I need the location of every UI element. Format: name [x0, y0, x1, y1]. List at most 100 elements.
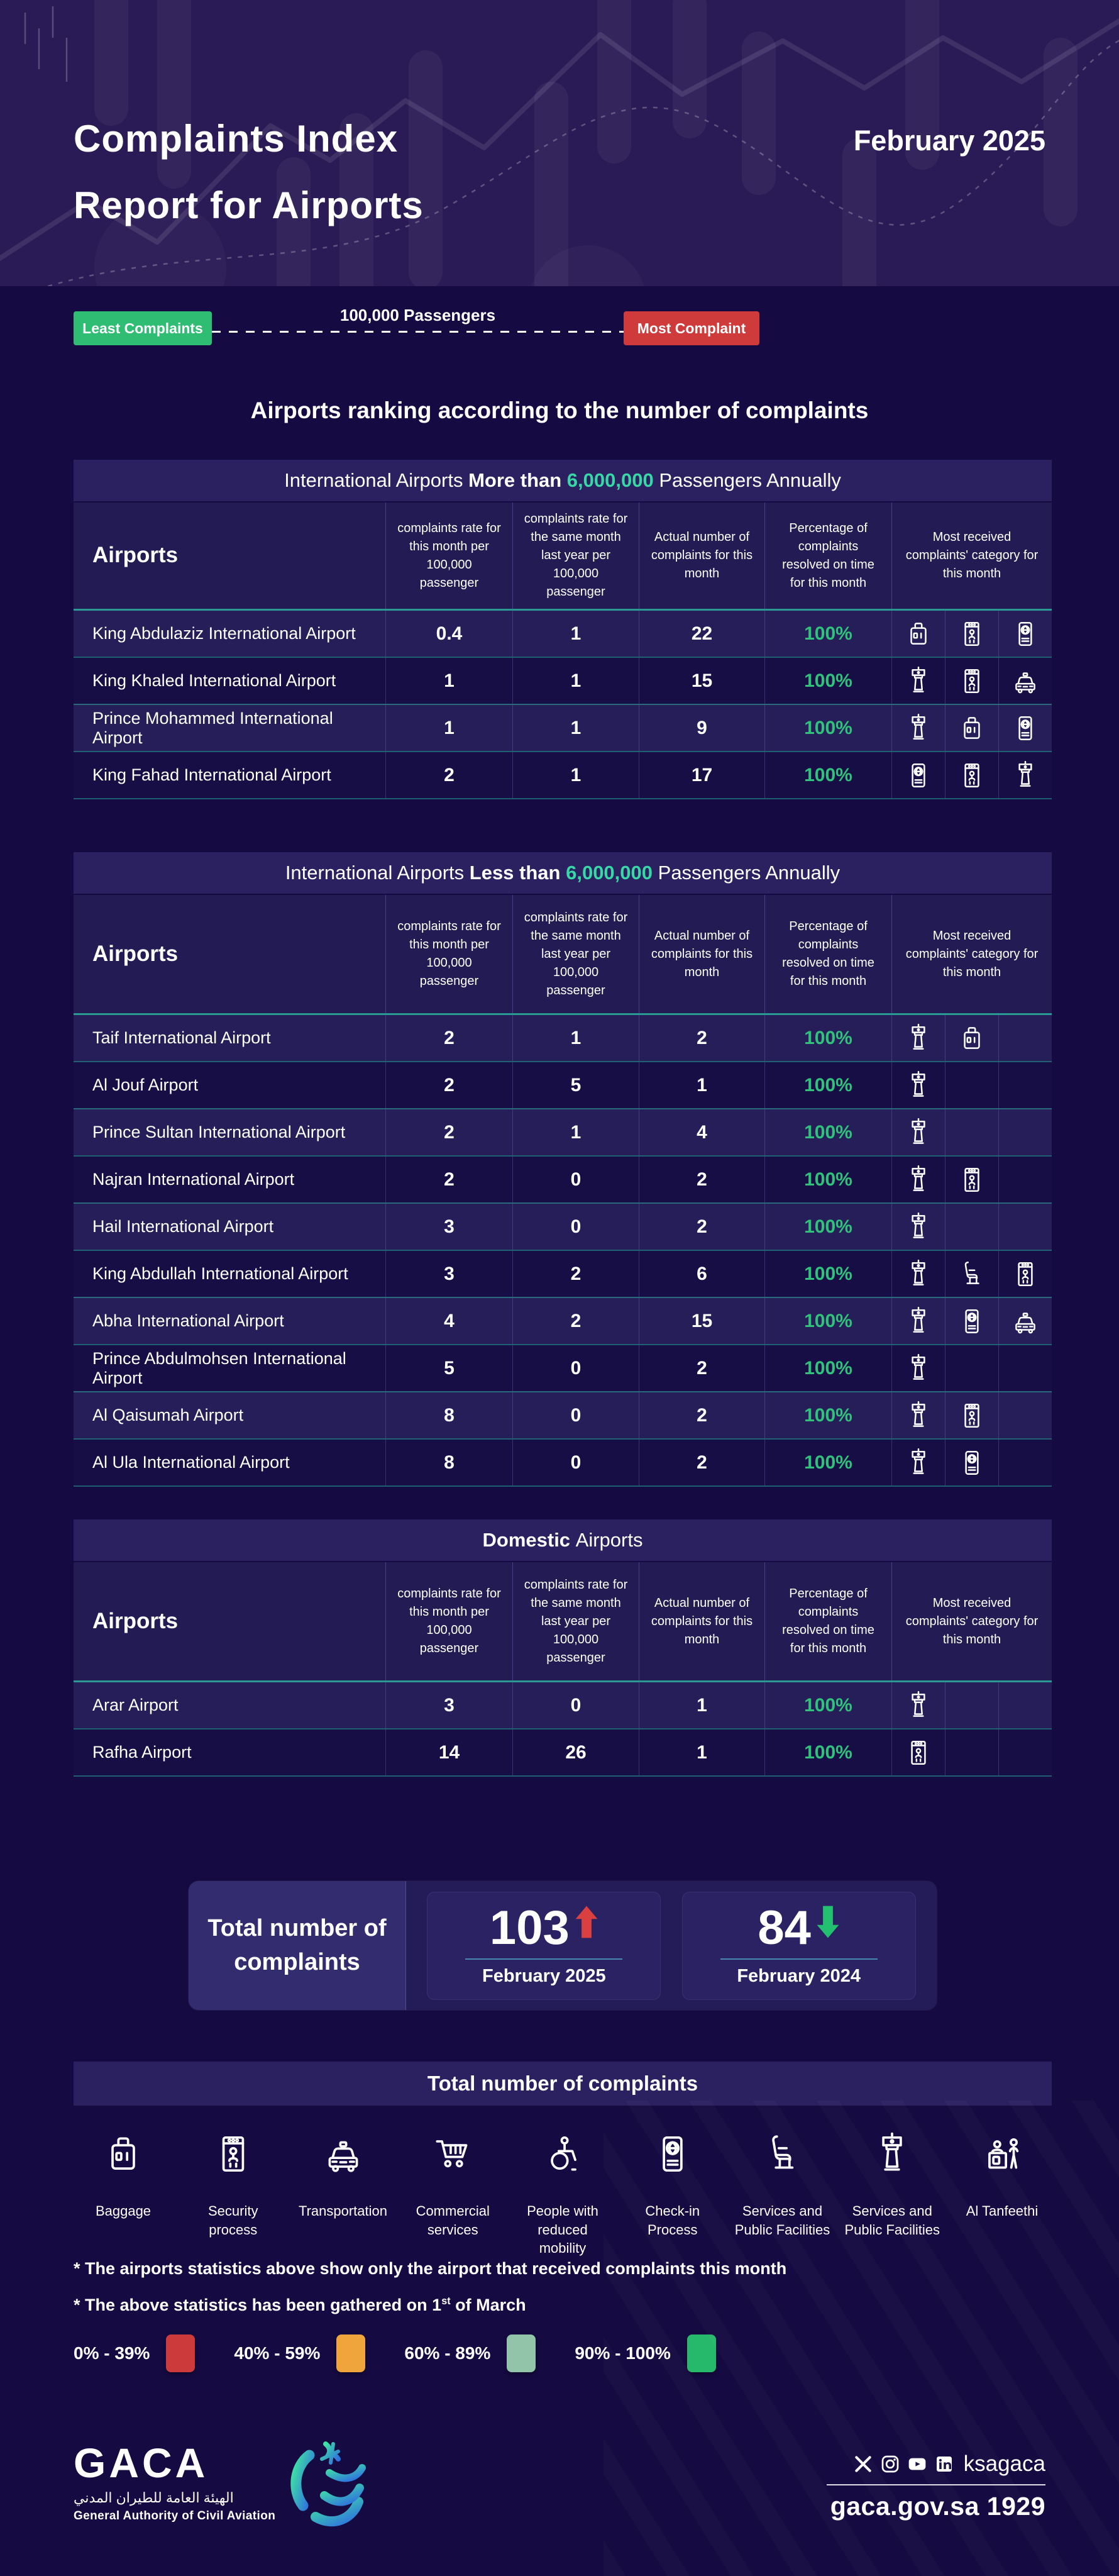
baggage-icon [100, 2131, 146, 2180]
footnote-1: * The airports statistics above show onl… [74, 2259, 787, 2278]
airport-name: King Abdulaziz International Airport [92, 624, 356, 643]
security-icon [945, 1157, 998, 1202]
resolution-swatch [686, 2334, 716, 2372]
table-title-banner: International Airports More than 6,000,0… [74, 460, 1052, 501]
tower-icon [891, 1062, 945, 1108]
x-icon[interactable] [853, 2454, 873, 2474]
airport-name: Abha International Airport [92, 1311, 284, 1330]
category-legend-item: Commercial services [403, 2131, 502, 2258]
table-body: Taif International Airport 2 1 2 100% Al Jouf… [74, 1015, 1052, 1487]
resolved-percentage: 100% [764, 611, 891, 657]
totals-current-number: 103 [489, 1901, 570, 1955]
rate-last-year: 2 [512, 1251, 639, 1297]
table-row: King Khaled International Airport 1 1 15 100… [74, 657, 1052, 704]
tower-icon [891, 1298, 945, 1344]
category-label: Services and Public Facilities [733, 2202, 832, 2239]
actual-complaints: 2 [639, 1440, 764, 1485]
resolved-percentage: 100% [764, 658, 891, 704]
social-handle[interactable]: ksagaca [963, 2451, 1045, 2476]
linkedin-icon[interactable] [934, 2454, 954, 2474]
table-row: Prince Sultan International Airport 2 1 4 10… [74, 1108, 1052, 1155]
column-header-categories: Most received complaints' category for t… [891, 502, 1052, 609]
rate-this-month: 3 [385, 1251, 512, 1297]
baggage-icon [945, 1015, 998, 1061]
commercial-icon [429, 2131, 476, 2180]
tower-icon [891, 1440, 945, 1485]
empty-category-cell [998, 1204, 1052, 1250]
empty-category-cell [998, 1015, 1052, 1061]
rate-this-month: 4 [385, 1298, 512, 1344]
column-header-actual: Actual number of complaints for this mon… [639, 895, 764, 1013]
category-legend-item: People with reduced mobility [513, 2131, 612, 2258]
column-header-rate-this-month: complaints rate for this month per 100,0… [385, 502, 512, 609]
seat-icon [759, 2131, 806, 2180]
footer-website-phone[interactable]: gaca.gov.sa 1929 [830, 2492, 1045, 2521]
footer-website[interactable]: gaca.gov.sa [830, 2492, 979, 2521]
rate-this-month: 8 [385, 1440, 512, 1485]
resolved-percentage: 100% [764, 1729, 891, 1775]
category-label: Security process [208, 2203, 258, 2238]
gaca-wordmark: GACA [74, 2440, 209, 2486]
rate-last-year: 0 [512, 1440, 639, 1485]
checkin-icon [998, 611, 1052, 657]
airport-name: King Abdullah International Airport [92, 1264, 348, 1283]
resolution-swatch [336, 2334, 366, 2372]
table-title-banner: International Airports Less than 6,000,0… [74, 852, 1052, 894]
decorative-bar [339, 113, 373, 286]
rate-this-month: 1 [385, 705, 512, 751]
rate-last-year: 1 [512, 658, 639, 704]
gaca-english-name: General Authority of Civil Aviation [74, 2509, 276, 2523]
rate-last-year: 1 [512, 611, 639, 657]
resolution-range: 60% - 89% [404, 2343, 491, 2363]
actual-complaints: 2 [639, 1015, 764, 1061]
airport-name: King Khaled International Airport [92, 671, 336, 690]
category-legend-item: Security process [184, 2131, 283, 2258]
rate-this-month: 2 [385, 752, 512, 798]
column-header-rate-this-month: complaints rate for this month per 100,0… [385, 895, 512, 1013]
tower-icon [891, 1251, 945, 1297]
footnote-2-pre: * The above statistics has been gathered… [74, 2296, 442, 2314]
column-header-rate-this-month: complaints rate for this month per 100,0… [385, 1562, 512, 1680]
youtube-icon[interactable] [907, 2454, 927, 2474]
tower-icon [891, 705, 945, 751]
gaca-logo: GACA الهيئة العامة للطيران المدني Genera… [74, 2441, 368, 2532]
rate-last-year: 1 [512, 752, 639, 798]
actual-complaints: 1 [639, 1682, 764, 1728]
airport-name: Hail International Airport [92, 1217, 274, 1236]
resolved-percentage: 100% [764, 752, 891, 798]
mobility-icon [539, 2131, 586, 2180]
tower-icon [891, 1345, 945, 1391]
empty-category-cell [998, 1062, 1052, 1108]
report-date: February 2025 [853, 125, 1045, 157]
footnote-2: * The above statistics has been gathered… [74, 2296, 526, 2315]
resolved-percentage: 100% [764, 1682, 891, 1728]
totals-label: Total number of complaints [189, 1881, 406, 2010]
totals-previous-number: 84 [758, 1901, 811, 1955]
decorative-bar [534, 82, 568, 286]
rate-last-year: 1 [512, 705, 639, 751]
rate-this-month: 2 [385, 1157, 512, 1202]
table-row: Arar Airport 3 0 1 100% [74, 1682, 1052, 1728]
category-label: Baggage [95, 2203, 152, 2219]
table-header-row: Airports complaints rate for this month … [74, 1562, 1052, 1682]
totals-previous-period: February 2024 [737, 1966, 861, 1986]
categories-legend-row: Baggage Security process Transportation Com… [74, 2131, 1052, 2258]
rate-last-year: 1 [512, 1015, 639, 1061]
resolution-legend: 0% - 39% 40% - 59% 60% - 89% 90% - 100% [74, 2334, 716, 2372]
footnote-2-sup: st [441, 2296, 451, 2307]
rate-last-year: 5 [512, 1062, 639, 1108]
table-row: Al Qaisumah Airport 8 0 2 100% [74, 1391, 1052, 1438]
tower-icon [891, 658, 945, 704]
column-header-categories: Most received complaints' category for t… [891, 895, 1052, 1013]
empty-category-cell [998, 1345, 1052, 1391]
categories-legend-title: Total number of complaints [74, 2062, 1052, 2106]
table-international-small: International Airports Less than 6,000,0… [74, 852, 1052, 1487]
instagram-icon[interactable] [880, 2454, 900, 2474]
resolution-legend-item: 60% - 89% [404, 2334, 536, 2372]
empty-category-cell [998, 1157, 1052, 1202]
actual-complaints: 2 [639, 1204, 764, 1250]
gaca-logo-mark [290, 2441, 367, 2527]
table-row: Al Ula International Airport 8 0 2 100% [74, 1438, 1052, 1485]
resolved-percentage: 100% [764, 1204, 891, 1250]
